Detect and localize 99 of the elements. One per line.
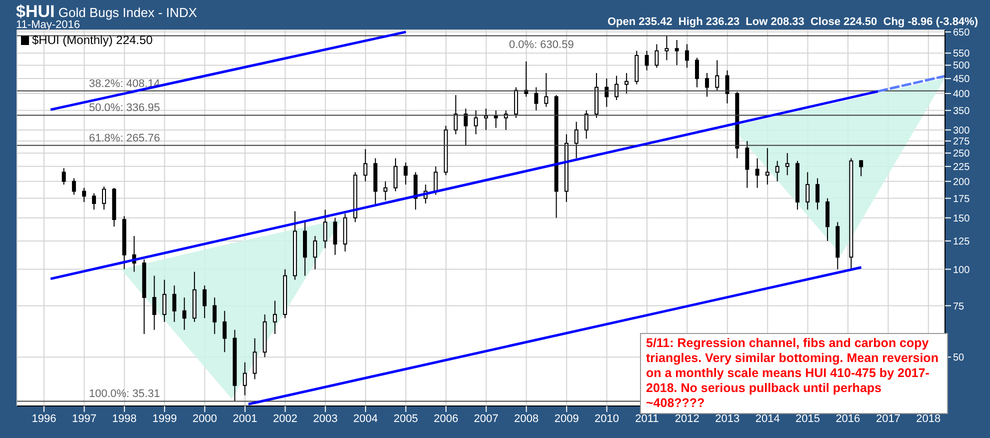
candlestick: [584, 110, 588, 140]
candlestick: [715, 60, 720, 91]
candlestick: [162, 279, 166, 322]
text: Open 235.42 High 236.23 Low 208.33 Close 224.50 Chg -8.96 (-3.84%): [608, 16, 978, 28]
candlestick: [806, 172, 810, 210]
x-tick-label: 1999: [152, 412, 177, 425]
candlestick: [212, 297, 217, 334]
candlestick: [765, 148, 770, 186]
candlestick: [534, 86, 538, 111]
candlestick: [484, 108, 488, 130]
x-tick-label: 2018: [916, 412, 941, 425]
candlestick: [333, 217, 338, 256]
candlestick: [394, 158, 398, 192]
candlestick: [745, 140, 750, 188]
x-tick-label: 2002: [272, 412, 298, 425]
candlestick: [414, 172, 418, 210]
x-tick-label: 1997: [72, 412, 96, 425]
y-tick-label: 500: [953, 60, 970, 72]
ref-line-label: 50.0%: 336.95: [89, 102, 160, 114]
x-tick-label: 2008: [514, 412, 539, 425]
candlestick: [644, 50, 649, 71]
candlestick: [92, 192, 96, 210]
x-tick-label: 2013: [715, 412, 740, 425]
x-tick-label: 2009: [554, 412, 579, 425]
x-tick-label: 2017: [876, 412, 900, 425]
candlestick: [172, 284, 176, 322]
candlestick: [755, 158, 760, 188]
x-tick-label: 2016: [836, 412, 860, 425]
candlestick: [775, 160, 780, 182]
candlestick: [816, 178, 820, 210]
candlestick: [152, 275, 156, 330]
y-tick-label: 125: [953, 236, 970, 248]
candlestick: [272, 300, 277, 334]
chart-title: $HUI Gold Bugs Index - INDX: [16, 2, 198, 21]
x-tick-label: 2010: [594, 412, 620, 425]
x-tick-label: 2014: [755, 412, 780, 425]
annotation: 5/11: Regression channel, fibs and carbon copy triangles. Very similar bottoming. Mean reversion on a monthly scale means HUI 410-475 by 2017-2018. No serious pullback until perhaps ~408????: [640, 333, 948, 414]
y-tick-label: 100: [953, 264, 970, 276]
candlestick: [674, 39, 679, 66]
candlestick: [383, 180, 388, 201]
x-tick-label: 2004: [353, 412, 378, 425]
candlestick: [624, 72, 629, 94]
candlestick: [614, 75, 619, 100]
y-tick-label: 75: [953, 301, 965, 312]
x-tick-label: 2011: [635, 412, 659, 425]
candlestick: [252, 338, 257, 380]
x-tick-label: 2015: [796, 412, 820, 425]
candlestick: [82, 187, 86, 202]
y-tick-label: 300: [953, 126, 970, 137]
candlestick: [544, 72, 548, 108]
x-tick-label: 2006: [434, 412, 458, 425]
candlestick: [242, 362, 247, 396]
candlestick: [664, 35, 669, 61]
x-tick-label: 2000: [192, 412, 217, 425]
y-tick-label: 350: [953, 106, 970, 117]
candlestick: [102, 186, 106, 210]
y-tick-label: 175: [953, 194, 970, 205]
x-tick-label: 1996: [32, 412, 56, 425]
candlestick: [785, 152, 790, 176]
candlestick: [859, 160, 864, 177]
y-tick-label: 200: [953, 176, 970, 188]
candlestick: [202, 284, 207, 319]
x-tick-label: 2007: [474, 412, 498, 425]
candlestick: [474, 110, 478, 135]
y-tick-label: 400: [953, 89, 970, 100]
candlestick: [363, 148, 368, 182]
candlestick: [313, 235, 318, 270]
candlestick: [695, 57, 699, 88]
candlestick: [182, 297, 186, 330]
candlestick: [654, 44, 659, 68]
y-tick-label: 250: [953, 148, 970, 160]
legend-label: $HUI (Monthly) 224.50: [32, 33, 153, 47]
y-tick-label: 275: [953, 136, 970, 148]
ref-line-label: 0.0%: 630.59: [509, 38, 574, 51]
x-tick-label: 2005: [394, 412, 418, 425]
candlestick: [72, 178, 76, 196]
y-tick-label: 450: [953, 74, 970, 86]
candlestick: [574, 121, 578, 159]
ref-line-label: 61.8%: 265.76: [89, 132, 160, 144]
candlestick: [62, 168, 66, 186]
y-tick-label: 150: [953, 213, 970, 224]
x-tick-label: 1998: [112, 412, 137, 425]
candlestick: [684, 44, 689, 68]
y-tick-label: 225: [953, 162, 970, 173]
chart-subtitle: 11-May-2016: [16, 19, 80, 31]
candlestick: [404, 162, 408, 186]
candlestick: [222, 310, 227, 353]
x-tick-label: 2012: [674, 412, 700, 425]
y-tick-label: 650: [953, 27, 970, 38]
y-tick-label: 550: [953, 48, 970, 60]
x-tick-label: 2001: [232, 412, 258, 425]
candlestick: [434, 166, 438, 196]
candlestick: [323, 209, 328, 249]
y-tick-label: 50: [953, 352, 965, 364]
candlestick: [514, 86, 518, 118]
x-tick-label: 2003: [313, 412, 338, 425]
candlestick: [494, 110, 498, 128]
ref-line-label: 100.0%: 35.31: [89, 388, 160, 400]
candlestick: [705, 72, 709, 98]
